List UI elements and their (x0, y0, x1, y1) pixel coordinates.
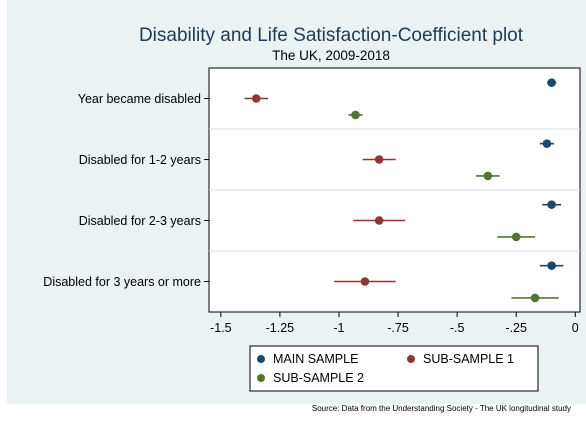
x-tick-label: -.75 (387, 321, 409, 335)
series-sub-sample-1 (244, 94, 406, 286)
source-note: Source: Data from the Understanding Soci… (312, 404, 571, 413)
x-tick-label: -.5 (450, 321, 465, 335)
x-tick-label: 0 (572, 321, 579, 335)
legend-marker (407, 355, 415, 363)
x-tick-label: -.25 (505, 321, 527, 335)
point-estimate (360, 277, 370, 286)
point-estimate (547, 78, 556, 87)
legend-label: SUB-SAMPLE 2 (273, 371, 364, 385)
legend-box (249, 345, 539, 392)
x-axis: -1.5 -1.25 -1 -.75 -.5 -.25 0 (210, 312, 579, 335)
x-tick-label: -1 (333, 321, 344, 335)
point-estimate (351, 110, 360, 120)
point-estimate (251, 94, 261, 103)
plot-marks (244, 78, 564, 303)
category-label: Disabled for 2-3 years (79, 214, 201, 228)
category-separators (209, 128, 580, 252)
point-estimate (483, 171, 493, 181)
category-label: Disabled for 1-2 years (79, 153, 201, 167)
point-estimate (547, 261, 556, 270)
legend-marker (257, 374, 265, 382)
chart-title: Disability and Life Satisfaction-Coeffic… (139, 25, 524, 46)
x-tick-label: -1.25 (266, 321, 295, 335)
point-estimate (374, 155, 384, 164)
category-label: Year became disabled (78, 92, 201, 106)
series-sub-sample-2 (348, 110, 559, 303)
point-estimate (374, 216, 384, 225)
legend: MAIN SAMPLE SUB-SAMPLE 1 SUB-SAMPLE 2 (257, 352, 514, 385)
y-axis-labels: Year became disabled Disabled for 1-2 yea… (43, 92, 209, 289)
chart-subtitle: The UK, 2009-2018 (272, 48, 390, 63)
x-tick-label: -1.5 (210, 321, 232, 335)
series-main-sample (539, 78, 564, 270)
point-estimate (511, 232, 521, 242)
category-label: Disabled for 3 years or more (43, 275, 201, 289)
point-estimate (542, 139, 552, 148)
point-estimate (530, 293, 540, 303)
legend-label: MAIN SAMPLE (273, 352, 358, 366)
point-estimate (547, 200, 556, 209)
legend-marker (257, 355, 265, 363)
legend-label: SUB-SAMPLE 1 (423, 352, 514, 366)
